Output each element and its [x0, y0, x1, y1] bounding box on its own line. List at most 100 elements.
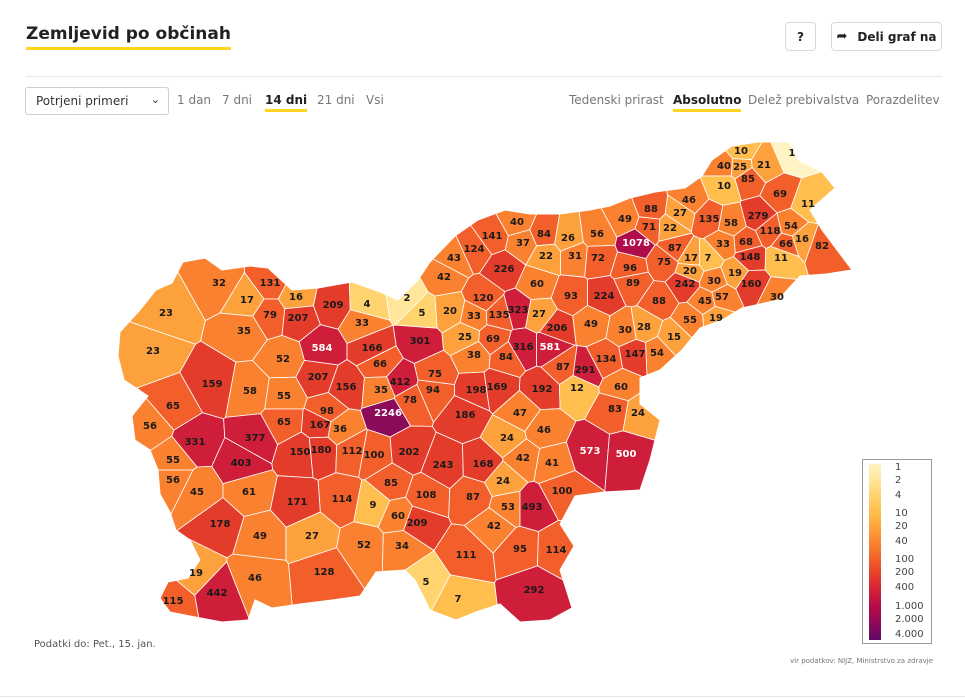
municipality-value-label: 224: [594, 291, 615, 302]
municipality-value-label: 135: [699, 214, 720, 225]
metric-select[interactable]: Potrjeni primeri ⌄: [25, 87, 169, 115]
municipality-region[interactable]: [680, 91, 770, 161]
municipality-value-label: 85: [741, 174, 755, 185]
tab-porazdelitev[interactable]: Porazdelitev: [866, 93, 940, 107]
municipality-value-label: 31: [568, 251, 582, 262]
municipality-value-label: 47: [513, 408, 527, 419]
municipality-value-label: 135: [489, 310, 510, 321]
share-button-label: Deli graf na: [857, 29, 937, 44]
header-divider: [26, 76, 942, 77]
municipality-value-label: 11: [774, 253, 788, 264]
municipality-value-label: 38: [467, 350, 481, 361]
municipality-value-label: 114: [332, 494, 353, 505]
municipality-value-label: 9: [370, 500, 377, 511]
municipality-value-label: 88: [652, 296, 666, 307]
municipality-value-label: 186: [455, 410, 476, 421]
municipality-value-label: 22: [663, 223, 677, 234]
help-button[interactable]: ?: [785, 22, 816, 51]
municipality-value-label: 20: [443, 306, 457, 317]
municipality-value-label: 24: [500, 433, 514, 444]
municipality-value-label: 131: [260, 278, 281, 289]
municipality-value-label: 27: [532, 309, 546, 320]
municipality-value-label: 209: [407, 518, 428, 529]
municipality-value-label: 78: [403, 395, 417, 406]
municipality-value-label: 94: [426, 385, 440, 396]
tab-21-dni[interactable]: 21 dni: [317, 93, 355, 107]
metric-select-value: Potrjeni primeri: [36, 94, 129, 108]
municipality-value-label: 83: [608, 404, 622, 415]
share-button[interactable]: ➦ Deli graf na: [831, 22, 942, 51]
tab-vsi[interactable]: Vsi: [366, 93, 384, 107]
municipality-value-label: 37: [516, 238, 530, 249]
municipality-value-label: 291: [575, 365, 596, 376]
municipality-value-label: 87: [556, 362, 570, 373]
tab-delez-prebivalstva[interactable]: Delež prebivalstva: [748, 93, 860, 107]
municipality-value-label: 49: [618, 214, 632, 225]
legend-label: 10: [895, 508, 908, 519]
legend-color-bar: [869, 464, 881, 640]
municipality-value-label: 100: [552, 486, 573, 497]
municipality-value-label: 66: [373, 359, 387, 370]
legend-label: 2.000: [895, 614, 924, 625]
municipality-value-label: 82: [815, 241, 829, 252]
data-source-note: vir podatkov: NIJZ, Ministrstvo za zdrav…: [790, 657, 933, 665]
municipality-value-label: 30: [618, 325, 632, 336]
municipality-value-label: 84: [499, 352, 513, 363]
municipality-value-label: 148: [740, 252, 761, 263]
municipality-value-label: 88: [644, 204, 658, 215]
tab-1-dan[interactable]: 1 dan: [177, 93, 212, 107]
municipality-value-label: 33: [716, 239, 730, 250]
municipality-value-label: 169: [487, 382, 508, 393]
chevron-down-icon: ⌄: [150, 93, 160, 106]
municipality-value-label: 167: [310, 420, 331, 431]
municipality-value-label: 41: [545, 458, 559, 469]
municipality-region[interactable]: [494, 565, 595, 650]
municipality-value-label: 23: [146, 346, 160, 357]
municipality-value-label: 500: [616, 449, 637, 460]
municipality-value-label: 168: [473, 459, 494, 470]
municipality-value-label: 111: [456, 550, 477, 561]
municipality-value-label: 60: [614, 382, 628, 393]
tab-7-dni[interactable]: 7 dni: [222, 93, 253, 107]
municipality-value-label: 57: [715, 292, 729, 303]
municipality-value-label: 159: [202, 379, 223, 390]
municipality-value-label: 20: [683, 266, 697, 277]
municipality-value-label: 12: [570, 383, 584, 394]
municipality-value-label: 30: [707, 276, 721, 287]
municipality-value-label: 34: [395, 541, 409, 552]
municipality-value-label: 87: [668, 243, 682, 254]
municipality-value-label: 301: [410, 336, 431, 347]
municipality-value-label: 5: [423, 577, 430, 588]
municipality-value-label: 56: [166, 475, 180, 486]
municipality-value-label: 54: [784, 221, 798, 232]
municipality-value-label: 147: [625, 349, 646, 360]
municipality-value-label: 24: [496, 476, 510, 487]
tab-14-dni[interactable]: 14 dni: [265, 92, 308, 112]
municipality-region[interactable]: [312, 244, 351, 330]
municipality-region[interactable]: [804, 202, 882, 307]
municipality-value-label: 69: [486, 334, 500, 345]
municipality-value-label: 108: [416, 490, 437, 501]
municipality-value-label: 22: [539, 251, 553, 262]
municipality-value-label: 150: [290, 447, 311, 458]
legend-label: 1.000: [895, 601, 924, 612]
municipality-value-label: 5: [419, 308, 426, 319]
municipality-regions: [118, 91, 882, 650]
municipality-value-label: 19: [709, 313, 723, 324]
municipality-value-label: 160: [741, 279, 762, 290]
tab-tedenski-prirast[interactable]: Tedenski prirast: [569, 93, 664, 107]
municipality-value-label: 584: [312, 343, 333, 354]
municipality-value-label: 42: [437, 272, 451, 283]
municipality-value-label: 17: [684, 253, 698, 264]
municipality-value-label: 45: [698, 296, 712, 307]
municipality-value-label: 40: [510, 217, 524, 228]
tab-absolutno[interactable]: Absolutno: [673, 92, 742, 112]
municipality-value-label: 15: [667, 332, 681, 343]
municipality-value-label: 42: [487, 521, 501, 532]
municipality-value-label: 180: [311, 445, 332, 456]
municipality-value-label: 98: [320, 406, 334, 417]
municipality-value-label: 85: [384, 478, 398, 489]
legend-label: 2: [895, 475, 902, 486]
